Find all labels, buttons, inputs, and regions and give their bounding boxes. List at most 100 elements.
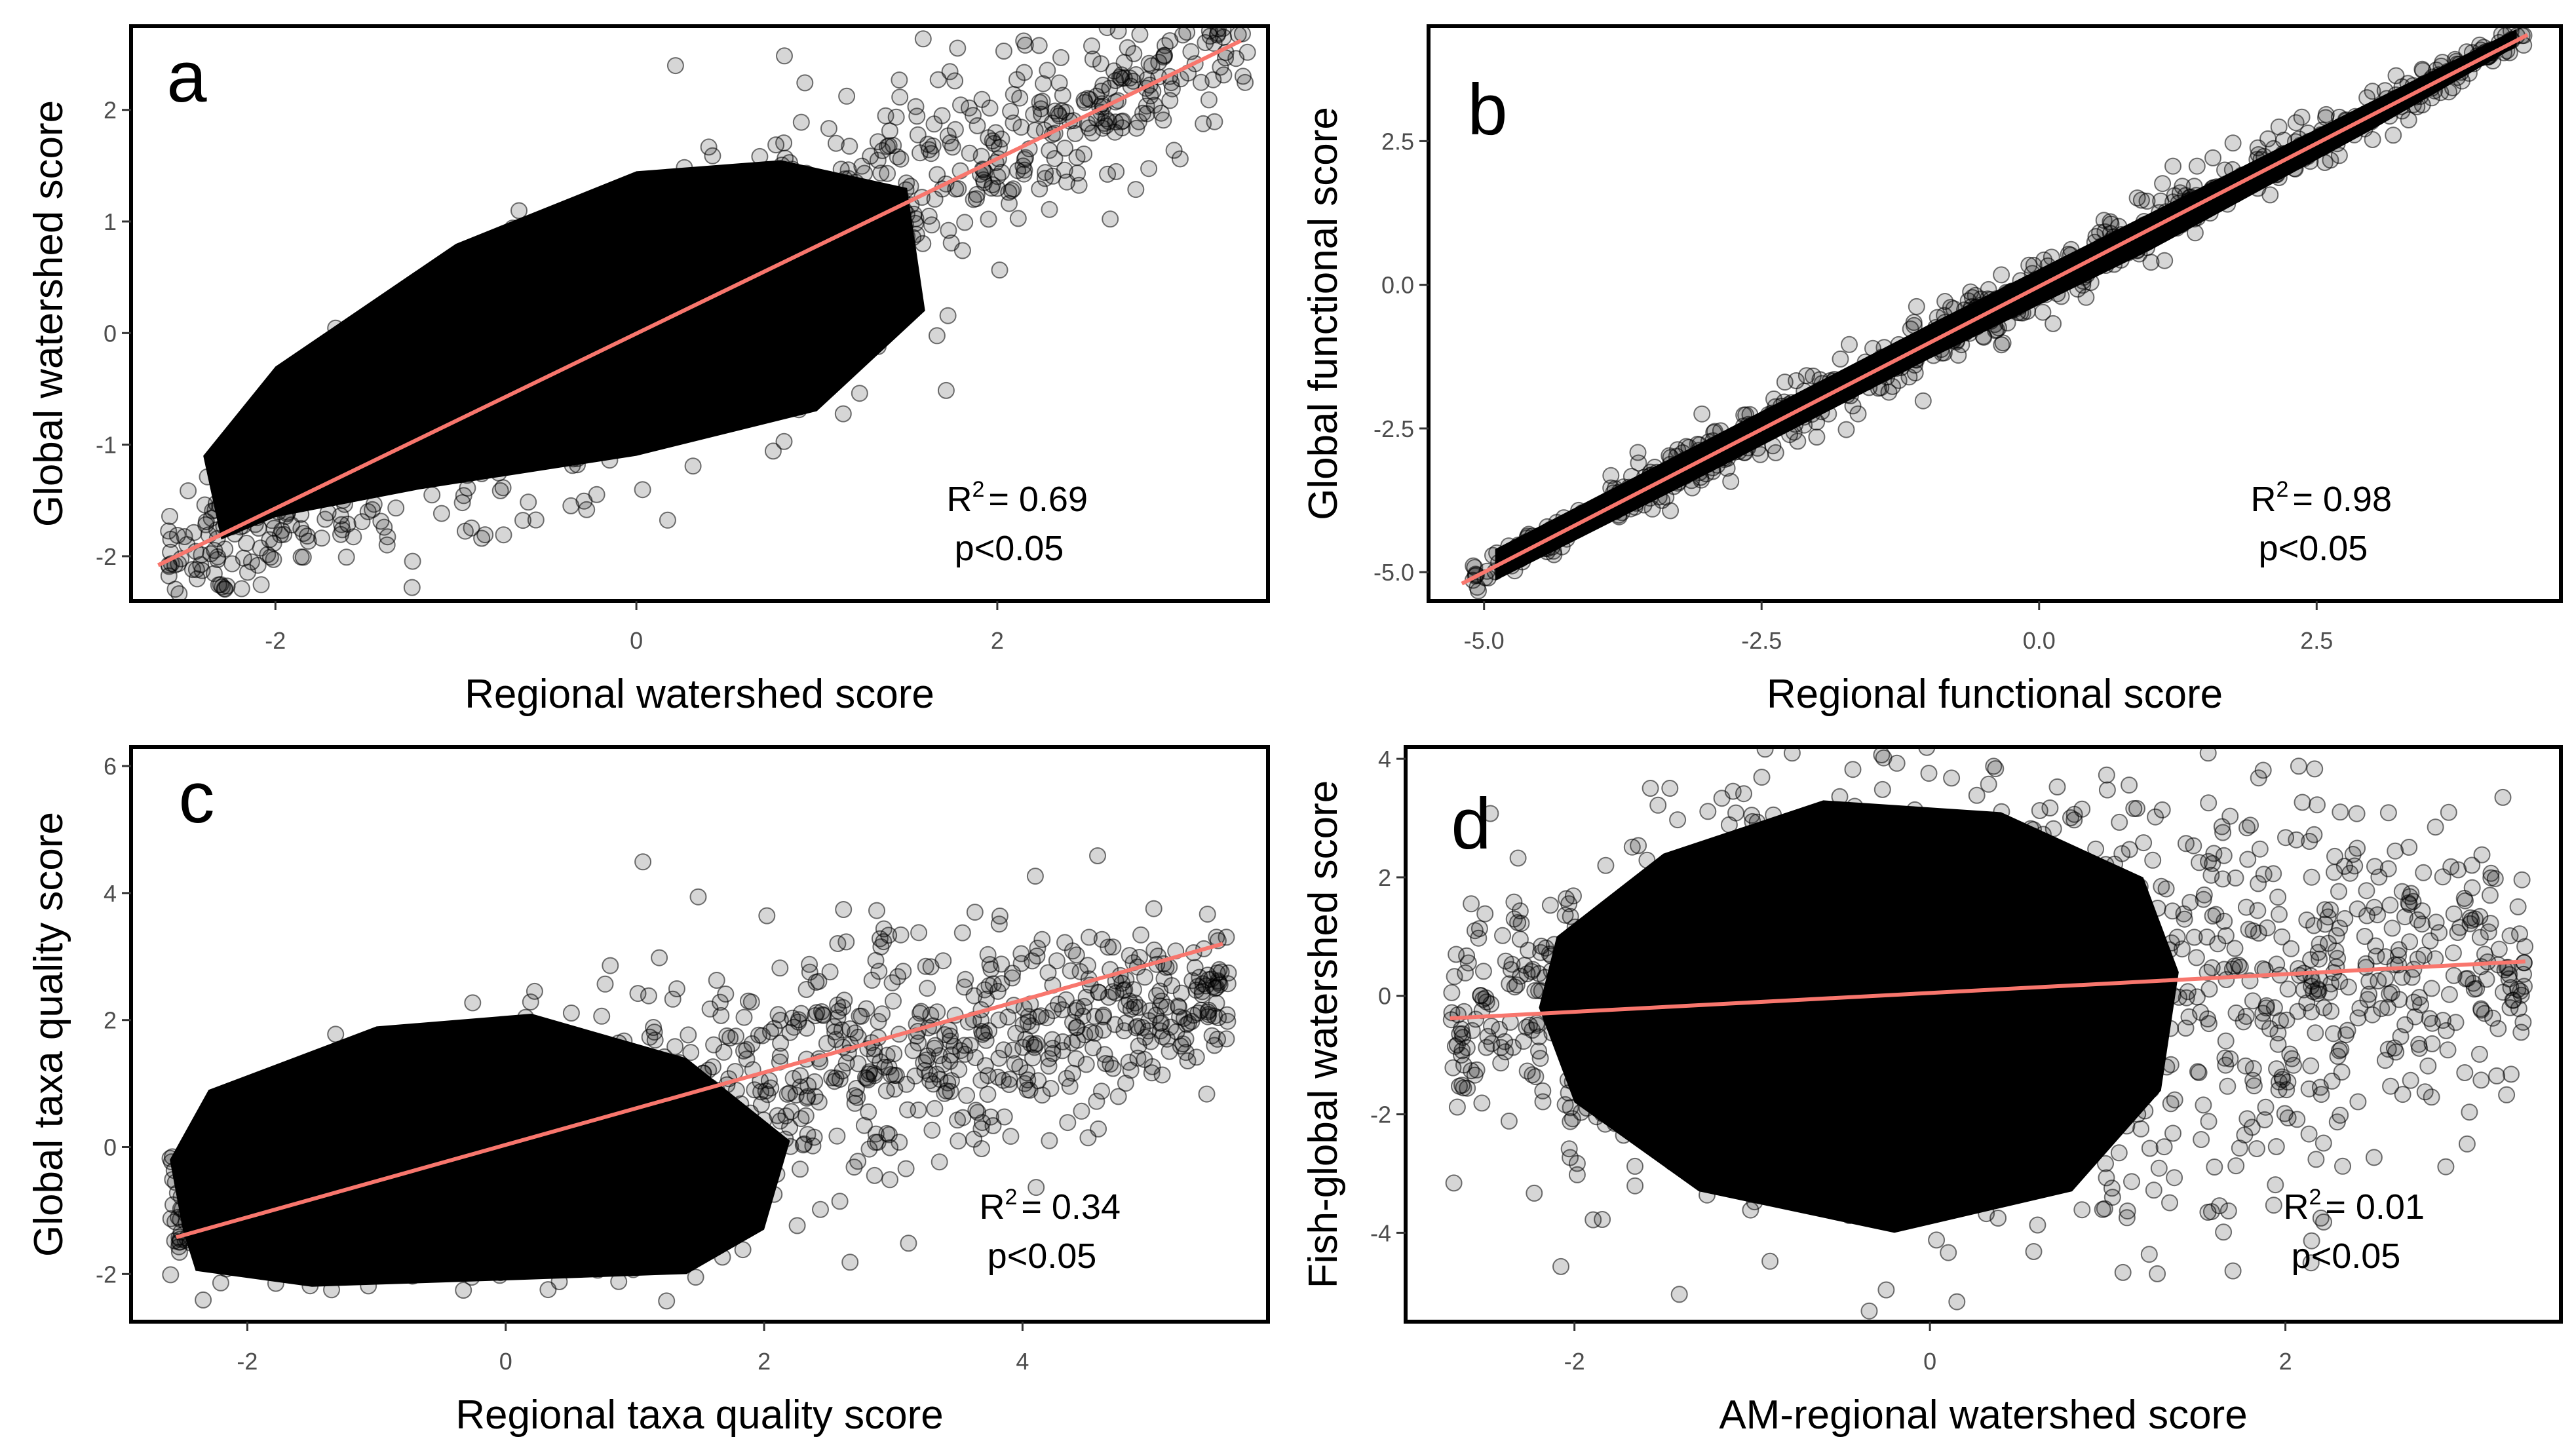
- data-point: [1999, 863, 2016, 881]
- data-point: [2145, 1181, 2162, 1199]
- data-point: [1186, 959, 1204, 976]
- data-point: [2267, 1176, 2284, 1194]
- data-point: [872, 164, 890, 182]
- p-value-annotation: p<0.05: [955, 529, 1064, 568]
- data-point: [160, 522, 178, 540]
- data-point: [1645, 1015, 1663, 1033]
- data-point: [1737, 974, 1755, 992]
- data-point: [952, 1042, 969, 1060]
- data-point: [1783, 936, 1801, 953]
- data-point: [1961, 874, 1978, 892]
- data-point: [746, 1081, 763, 1099]
- data-point: [541, 1142, 558, 1160]
- data-point: [704, 147, 721, 164]
- data-point: [1750, 875, 1768, 893]
- data-point: [1779, 953, 1797, 970]
- data-point: [1081, 929, 1098, 946]
- data-point: [805, 274, 822, 292]
- data-point: [2458, 1135, 2476, 1153]
- data-point: [2256, 1111, 2273, 1128]
- data-point: [1722, 472, 1740, 490]
- data-point: [2045, 820, 2062, 837]
- data-point: [1788, 372, 1805, 389]
- data-point: [1032, 100, 1050, 118]
- data-point: [1932, 962, 1950, 980]
- data-point: [1832, 350, 1849, 368]
- data-point: [2287, 114, 2305, 132]
- data-point: [1936, 919, 1953, 936]
- data-point: [1564, 1110, 1581, 1128]
- data-point: [2328, 1113, 2346, 1131]
- data-point: [2421, 932, 2439, 949]
- data-point: [827, 134, 845, 152]
- data-point: [1996, 853, 2014, 870]
- data-point: [1973, 959, 1991, 977]
- data-point: [746, 1135, 763, 1153]
- data-point: [668, 980, 685, 997]
- data-point: [712, 993, 729, 1011]
- data-point: [769, 1136, 786, 1154]
- data-point: [2513, 871, 2531, 889]
- data-point: [2282, 940, 2300, 957]
- data-point: [1607, 919, 1624, 936]
- data-point: [510, 202, 528, 220]
- data-point: [841, 138, 858, 155]
- data-point: [1543, 1024, 1561, 1042]
- data-point: [2219, 195, 2237, 213]
- data-point: [623, 1215, 641, 1233]
- data-point: [187, 1171, 204, 1188]
- data-point: [2180, 1008, 2198, 1025]
- data-point: [2149, 900, 2166, 917]
- data-point: [1683, 987, 1700, 1005]
- data-point: [1077, 1056, 1095, 1073]
- data-point: [1837, 421, 1855, 438]
- data-point: [1598, 930, 1616, 948]
- data-point: [1642, 923, 1659, 941]
- data-point: [1092, 55, 1109, 73]
- data-point: [2001, 1175, 2018, 1193]
- data-point: [2461, 1103, 2478, 1121]
- y-tick-label: -2.5: [1373, 415, 1414, 442]
- data-point: [2300, 1125, 2318, 1143]
- data-point: [734, 1241, 752, 1259]
- data-point: [833, 1021, 851, 1039]
- data-point: [1839, 874, 1857, 892]
- data-point: [1981, 878, 1999, 896]
- data-point: [1661, 447, 1678, 465]
- data-point: [2174, 940, 2191, 958]
- data-point: [1012, 945, 1030, 963]
- data-point: [379, 528, 396, 546]
- data-point: [2098, 1169, 2115, 1187]
- data-point: [2257, 1098, 2275, 1116]
- data-point: [806, 1073, 824, 1090]
- data-point: [2356, 928, 2373, 945]
- data-point: [1634, 982, 1651, 999]
- data-point: [1453, 1042, 1471, 1060]
- data-point: [671, 404, 689, 422]
- data-point: [2332, 803, 2349, 821]
- data-point: [870, 337, 887, 355]
- data-point: [387, 499, 405, 517]
- data-point: [1117, 1014, 1135, 1031]
- data-point: [902, 302, 919, 320]
- data-point: [1757, 943, 1775, 961]
- data-point: [2219, 1202, 2237, 1219]
- data-point: [1467, 1010, 1484, 1028]
- data-point: [166, 1174, 184, 1191]
- data-point: [1562, 1113, 1579, 1130]
- data-point: [573, 269, 590, 287]
- data-point: [170, 1244, 188, 1261]
- data-point: [2387, 842, 2404, 860]
- data-point: [2102, 213, 2119, 231]
- data-point: [404, 1267, 421, 1285]
- data-point: [1680, 438, 1698, 456]
- data-point: [858, 1000, 875, 1018]
- data-point: [315, 1169, 332, 1187]
- data-point: [2437, 1158, 2455, 1176]
- data-point: [1772, 967, 1790, 985]
- data-point: [881, 263, 898, 281]
- data-point: [227, 464, 245, 481]
- data-point: [542, 1166, 560, 1184]
- data-point: [2111, 813, 2128, 831]
- data-point: [875, 920, 893, 938]
